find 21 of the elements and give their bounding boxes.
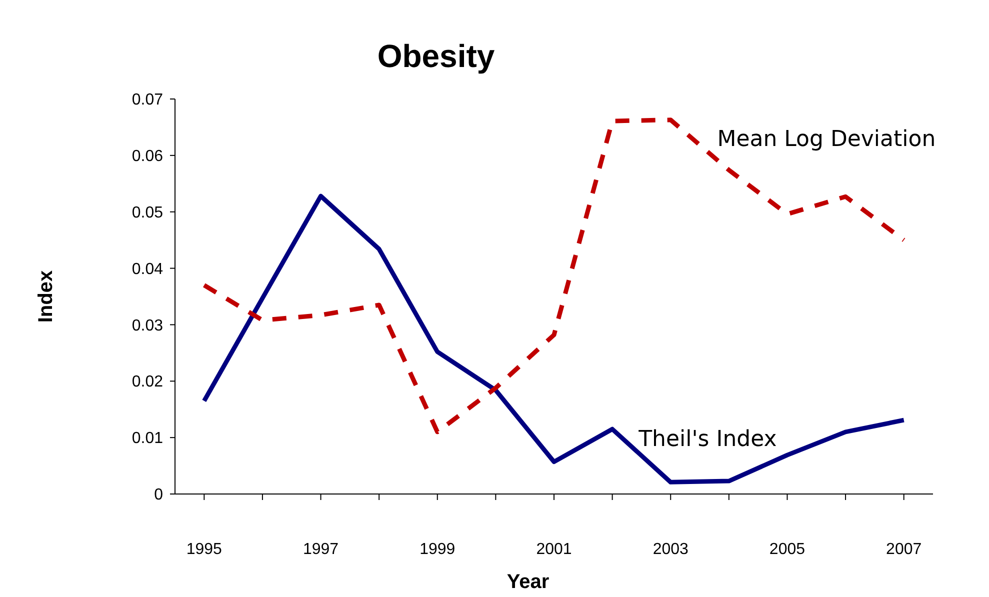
x-tick-label: 1995 (186, 541, 222, 558)
series-label: Mean Log Deviation (717, 127, 936, 152)
y-tick-label: 0.03 (132, 317, 164, 334)
x-tick-label: 1999 (420, 541, 456, 558)
x-tick-label: 2005 (769, 541, 806, 558)
series-label: Theil's Index (638, 427, 777, 452)
line-series (202, 194, 906, 484)
x-tick-label: 2001 (536, 541, 572, 558)
y-tick-label: 0.02 (132, 374, 164, 391)
y-tick-label: 0 (154, 486, 164, 504)
y-tick-label: 0.05 (132, 204, 164, 222)
x-tick-label: 2003 (652, 541, 689, 558)
chart-title: Obesity (377, 38, 495, 74)
y-axis-title: Index (35, 270, 57, 323)
x-axis-title: Year (506, 571, 550, 593)
x-tick-label: 2007 (886, 541, 922, 558)
y-tick-label: 0.06 (132, 148, 164, 166)
x-tick-label: 1997 (302, 541, 339, 558)
y-tick-label: 0.01 (132, 430, 164, 448)
y-tick-label: 0.07 (132, 92, 164, 109)
y-tick-label: 0.04 (132, 260, 164, 278)
